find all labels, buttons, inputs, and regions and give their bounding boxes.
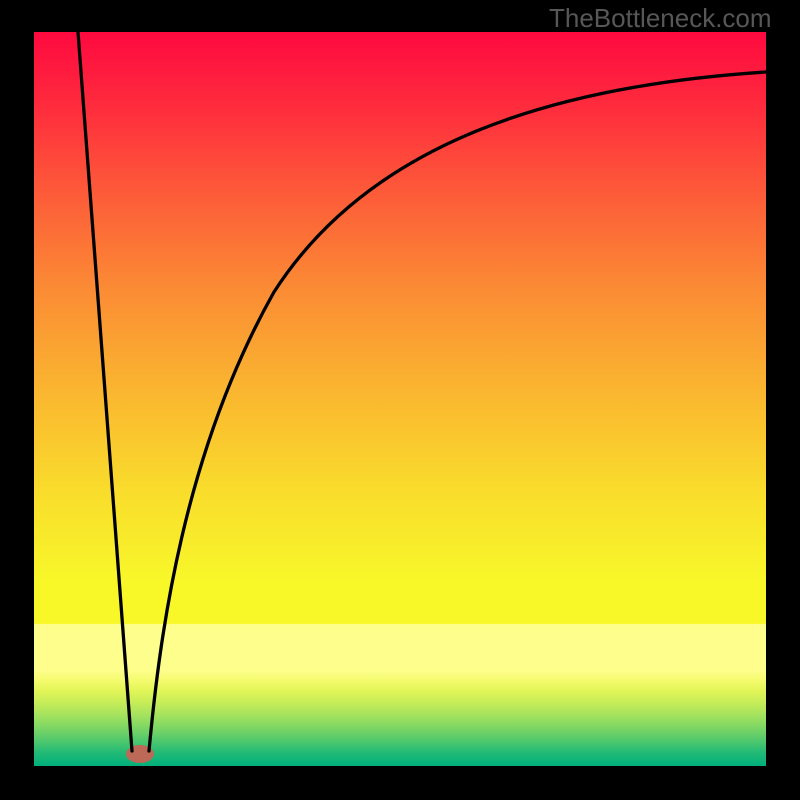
watermark-text: TheBottleneck.com [549, 3, 772, 34]
chart-plot-area [34, 32, 766, 766]
chart-svg [34, 32, 766, 766]
chart-background-gradient [34, 32, 766, 766]
